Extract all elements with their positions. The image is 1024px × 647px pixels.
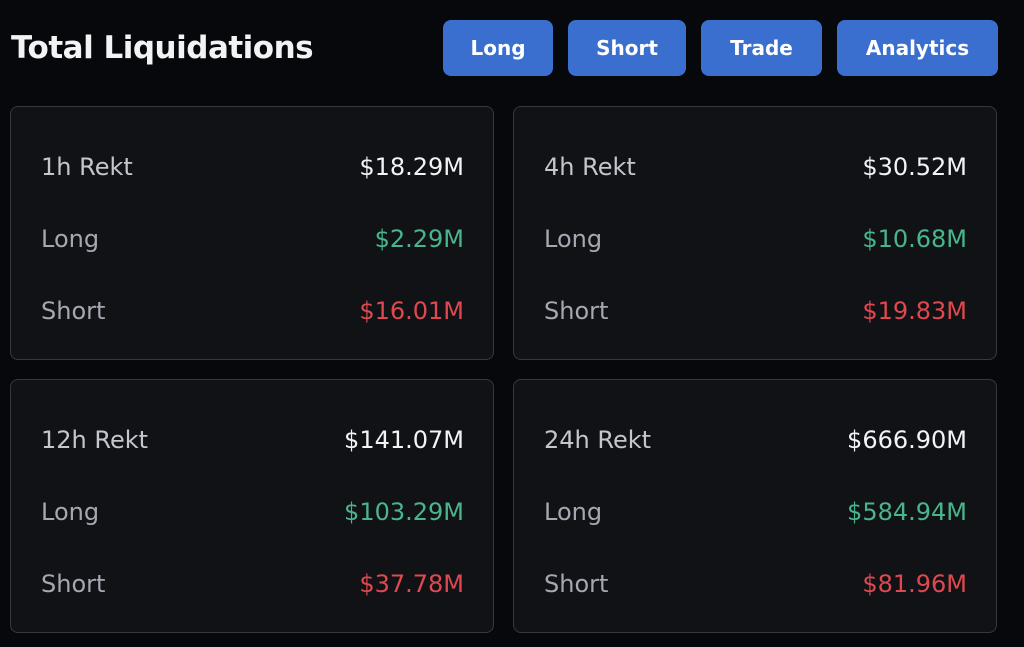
long-button[interactable]: Long — [443, 20, 553, 76]
long-label: Long — [544, 225, 603, 253]
liquidation-card-1h: 1h Rekt $18.29M Long $2.29M Short $16.01… — [10, 106, 494, 360]
long-value: $103.29M — [344, 498, 464, 526]
page-title: Total Liquidations — [11, 30, 314, 66]
period-label: 12h Rekt — [41, 426, 149, 454]
total-row: 1h Rekt $18.29M — [41, 150, 464, 184]
total-row: 24h Rekt $666.90M — [544, 423, 967, 457]
long-label: Long — [544, 498, 603, 526]
period-label: 4h Rekt — [544, 153, 636, 181]
long-row: Long $10.68M — [544, 222, 967, 256]
period-label: 1h Rekt — [41, 153, 133, 181]
header: Total Liquidations Long Short Trade Anal… — [0, 0, 1024, 100]
long-label: Long — [41, 498, 100, 526]
short-value: $81.96M — [862, 570, 967, 598]
period-label: 24h Rekt — [544, 426, 652, 454]
total-value: $141.07M — [344, 426, 464, 454]
long-row: Long $103.29M — [41, 495, 464, 529]
total-row: 4h Rekt $30.52M — [544, 150, 967, 184]
short-label: Short — [41, 570, 106, 598]
short-label: Short — [544, 570, 609, 598]
long-row: Long $584.94M — [544, 495, 967, 529]
short-row: Short $37.78M — [41, 567, 464, 601]
long-row: Long $2.29M — [41, 222, 464, 256]
liquidation-card-12h: 12h Rekt $141.07M Long $103.29M Short $3… — [10, 379, 494, 633]
short-button[interactable]: Short — [568, 20, 686, 76]
short-row: Short $81.96M — [544, 567, 967, 601]
long-value: $2.29M — [374, 225, 464, 253]
short-row: Short $16.01M — [41, 294, 464, 328]
long-value: $584.94M — [847, 498, 967, 526]
liquidation-card-24h: 24h Rekt $666.90M Long $584.94M Short $8… — [513, 379, 997, 633]
total-value: $18.29M — [359, 153, 464, 181]
total-value: $666.90M — [847, 426, 967, 454]
short-value: $16.01M — [359, 297, 464, 325]
total-value: $30.52M — [862, 153, 967, 181]
short-label: Short — [41, 297, 106, 325]
trade-button[interactable]: Trade — [701, 20, 822, 76]
short-value: $37.78M — [359, 570, 464, 598]
short-label: Short — [544, 297, 609, 325]
short-value: $19.83M — [862, 297, 967, 325]
liquidation-card-4h: 4h Rekt $30.52M Long $10.68M Short $19.8… — [513, 106, 997, 360]
total-row: 12h Rekt $141.07M — [41, 423, 464, 457]
analytics-button[interactable]: Analytics — [837, 20, 998, 76]
short-row: Short $19.83M — [544, 294, 967, 328]
long-value: $10.68M — [862, 225, 967, 253]
long-label: Long — [41, 225, 100, 253]
